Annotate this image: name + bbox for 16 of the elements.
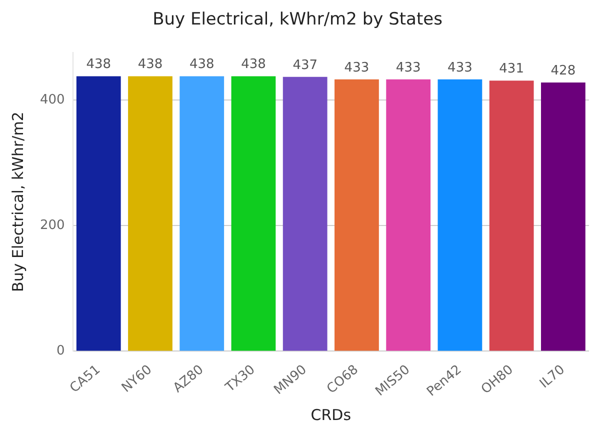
chart-title: Buy Electrical, kWhr/m2 by States bbox=[152, 10, 443, 30]
data-label: 433 bbox=[344, 60, 370, 76]
data-label: 438 bbox=[86, 57, 112, 72]
data-label: 433 bbox=[396, 60, 421, 76]
data-label: 428 bbox=[550, 63, 576, 78]
x-axis-title: CRDs bbox=[310, 406, 352, 424]
y-tick-label: 400 bbox=[40, 92, 65, 108]
y-axis-title: Buy Electrical, kWhr/m2 bbox=[8, 112, 27, 292]
data-label: 438 bbox=[138, 57, 163, 72]
data-label: 438 bbox=[241, 57, 266, 72]
data-label: 437 bbox=[292, 58, 318, 73]
y-tick-label: 0 bbox=[56, 344, 65, 359]
data-label: 438 bbox=[189, 57, 214, 72]
y-tick-label: 200 bbox=[40, 218, 65, 234]
data-label: 433 bbox=[448, 60, 472, 76]
data-label: 431 bbox=[499, 62, 524, 77]
